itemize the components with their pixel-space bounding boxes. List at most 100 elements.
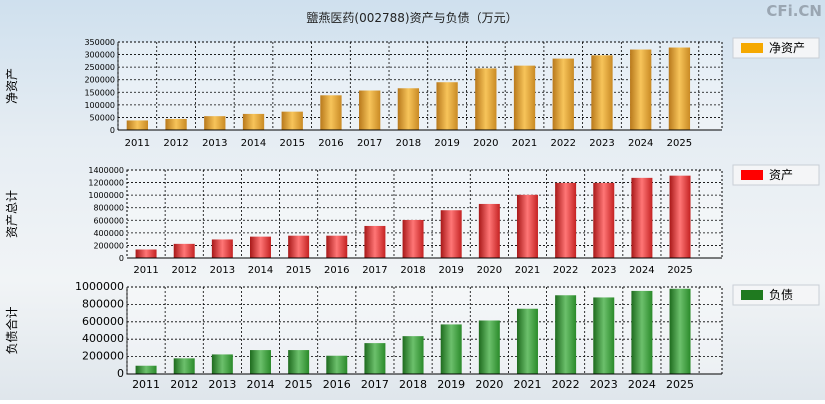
bar-2013 (204, 116, 226, 130)
x-tick-label: 2013 (210, 265, 235, 276)
x-tick-label: 2011 (133, 265, 158, 276)
x-tick-label: 2012 (171, 265, 196, 276)
plot-frame (126, 286, 723, 375)
x-tick-label: 2013 (202, 138, 227, 149)
bar-2011 (135, 365, 157, 374)
x-tick-label: 2013 (208, 378, 236, 391)
bar-2021 (516, 194, 538, 258)
bar-2021 (513, 65, 536, 130)
bar-2025 (669, 288, 691, 374)
y-axis-label: 负债合计 (4, 306, 19, 354)
bar-2021 (516, 308, 538, 374)
bar-2017 (359, 90, 381, 130)
bar-2017 (364, 343, 386, 374)
x-tick-label: 2018 (396, 138, 421, 149)
y-tick-label: 150000 (84, 88, 115, 97)
bar-2013 (211, 239, 233, 258)
legend-swatch (741, 290, 763, 300)
x-tick-label: 2017 (362, 265, 387, 276)
bar-2014 (250, 350, 271, 374)
watermark: CFi.CN (766, 2, 822, 20)
x-tick-label: 2011 (132, 378, 160, 391)
chart-panel-1: 0 50000 100000 150000 200000 250000 300000 3500… (5, 37, 820, 149)
bar-2024 (631, 290, 653, 374)
x-tick-label: 2025 (667, 265, 692, 276)
x-tick-label: 2012 (163, 138, 188, 149)
x-tick-label: 2019 (437, 378, 465, 391)
x-tick-label: 2018 (399, 378, 427, 391)
y-tick-label: 100000 (84, 101, 115, 110)
bar-2022 (555, 295, 577, 374)
x-tick-label: 2012 (170, 378, 198, 391)
x-tick-label: 2021 (512, 138, 537, 149)
x-tick-label: 2018 (400, 265, 425, 276)
y-axis-label: 资产总计 (5, 190, 19, 238)
bar-2015 (281, 111, 303, 130)
x-tick-label: 2025 (667, 138, 692, 149)
x-tick-label: 2024 (629, 265, 654, 276)
bar-2020 (478, 203, 500, 258)
y-axis-label: 净资产 (5, 68, 19, 104)
x-tick-label: 2016 (323, 378, 351, 391)
x-tick-label: 2020 (477, 265, 502, 276)
bar-2022 (555, 182, 577, 258)
bar-2024 (630, 49, 652, 130)
bar-2014 (242, 113, 265, 130)
legend-label: 资产 (769, 168, 793, 182)
x-tick-label: 2022 (553, 265, 578, 276)
x-tick-label: 2019 (438, 265, 463, 276)
x-tick-label: 2015 (286, 265, 311, 276)
x-tick-label: 2015 (280, 138, 305, 149)
x-tick-label: 2016 (318, 138, 343, 149)
y-tick-label: 1000000 (75, 280, 124, 293)
x-tick-label: 2020 (473, 138, 498, 149)
x-tick-label: 2017 (357, 138, 382, 149)
x-tick-label: 2024 (628, 138, 653, 149)
x-tick-label: 2014 (246, 378, 274, 391)
y-tick-label: 1000000 (88, 191, 124, 200)
bar-2018 (402, 336, 424, 374)
legend-swatch (741, 43, 763, 53)
bar-2016 (320, 95, 342, 130)
x-tick-label: 2021 (513, 378, 541, 391)
bar-2020 (475, 68, 497, 130)
y-tick-label: 0 (119, 254, 124, 263)
bar-2011 (135, 249, 157, 258)
bar-2016 (326, 355, 348, 374)
bar-2013 (211, 354, 233, 374)
y-tick-label: 600000 (93, 216, 124, 225)
x-tick-label: 2016 (324, 265, 349, 276)
chart-title: 鹽燕医药(002788)资产与负债（万元） (306, 10, 517, 25)
bar-2017 (364, 225, 386, 258)
x-tick-label: 2020 (475, 378, 503, 391)
x-tick-label: 2022 (552, 378, 580, 391)
bar-2023 (593, 182, 615, 258)
y-tick-label: 200000 (82, 350, 124, 363)
y-tick-label: 600000 (82, 315, 124, 328)
y-tick-label: 1200000 (88, 179, 124, 188)
bar-2019 (436, 82, 458, 130)
bar-2015 (288, 350, 310, 374)
x-tick-label: 2014 (241, 138, 266, 149)
y-tick-label: 50000 (90, 113, 115, 122)
bar-2025 (669, 175, 691, 258)
y-tick-label: 400000 (82, 332, 124, 345)
x-tick-label: 2011 (125, 138, 150, 149)
x-tick-label: 2014 (248, 265, 273, 276)
chart-panel-2: 0 200000 400000 600000 800000 1000000 1200000 1… (5, 164, 820, 276)
x-tick-label: 2021 (515, 265, 540, 276)
y-tick-label: 0 (117, 367, 124, 380)
y-tick-label: 300000 (84, 51, 115, 60)
x-tick-label: 2015 (285, 378, 313, 391)
y-tick-label: 350000 (84, 38, 115, 47)
bar-2012 (173, 243, 195, 258)
bar-2018 (402, 219, 424, 258)
bar-2015 (288, 235, 310, 258)
y-tick-label: 200000 (84, 76, 115, 85)
x-tick-label: 2023 (589, 138, 614, 149)
bar-2022 (552, 58, 574, 130)
x-tick-label: 2025 (666, 378, 694, 391)
bar-2018 (397, 88, 420, 130)
